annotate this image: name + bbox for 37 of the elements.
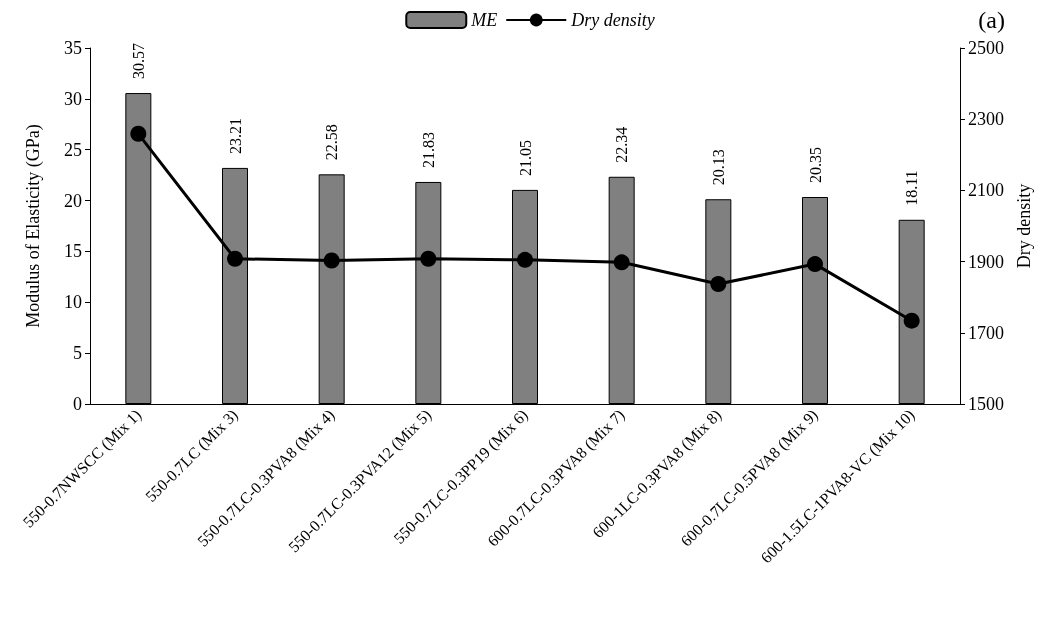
point [807, 256, 823, 273]
y-tick-label: 35 [64, 38, 82, 58]
data-label: 22.34 [613, 126, 631, 163]
y2-tick-label: 1500 [968, 394, 1004, 414]
data-label: 20.35 [806, 147, 824, 184]
point [517, 251, 533, 268]
y2-tick-label: 2300 [968, 109, 1004, 130]
legend-label: ME [470, 10, 498, 30]
legend-label: Dry density [570, 10, 655, 30]
point [323, 252, 340, 269]
y-tick-label: 5 [73, 343, 82, 364]
y-axis-title: Modulus of Elasticity (GPa) [23, 124, 44, 328]
data-label: 18.11 [903, 170, 921, 206]
data-label: 21.05 [516, 139, 534, 176]
point [613, 254, 630, 271]
y2-tick-label: 2500 [968, 38, 1004, 58]
y2-tick-label: 1700 [968, 322, 1004, 343]
data-label: 21.83 [419, 131, 437, 168]
point [710, 276, 727, 293]
y-tick-label: 20 [64, 190, 82, 211]
text: (a) [978, 7, 1005, 33]
point [227, 250, 243, 267]
data-label: 22.58 [323, 124, 341, 161]
y2-tick-label: 1900 [968, 251, 1004, 272]
y-tick-label: 15 [64, 241, 82, 262]
data-label: 20.13 [709, 149, 727, 186]
y-tick-label: 25 [64, 139, 82, 160]
data-label: 30.57 [129, 43, 147, 80]
point [903, 312, 920, 329]
y2-axis-title: Dry density [1013, 183, 1034, 269]
y2-tick-label: 2100 [968, 180, 1004, 201]
y-tick-label: 10 [64, 292, 82, 313]
point [130, 125, 147, 142]
point [420, 250, 437, 267]
y-tick-label: 30 [64, 88, 82, 109]
y-tick-label: 0 [73, 394, 82, 414]
data-label: 23.21 [226, 117, 244, 154]
